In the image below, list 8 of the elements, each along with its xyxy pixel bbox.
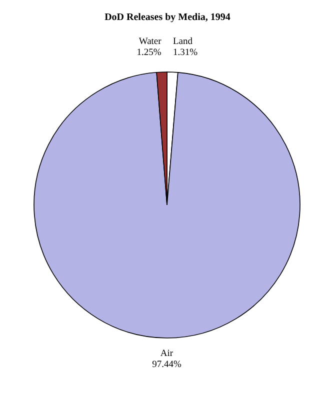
slice-label: Air: [160, 349, 174, 359]
chart-title: DoD Releases by Media, 1994: [104, 12, 230, 23]
data-label: 1.31%: [172, 48, 198, 58]
slice-label: Land: [172, 37, 193, 48]
slice-label: Water: [138, 37, 162, 48]
data-label: 1.25%: [136, 48, 162, 58]
data-label: 97.44%: [152, 360, 182, 370]
pie-slice: [34, 72, 300, 338]
